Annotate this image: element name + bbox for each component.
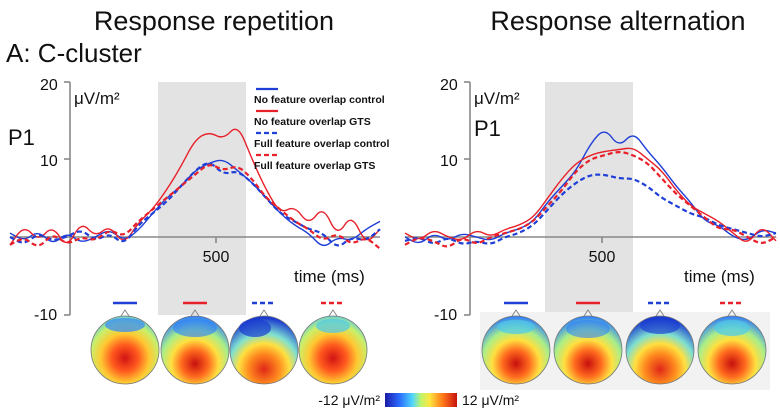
x-axis-label-right: time (ms) — [684, 267, 755, 286]
topomap-no-overlap-control-right — [481, 309, 551, 385]
left-panel: 20 10 -10 μV/m² P1 500 time (ms) No feat… — [8, 77, 389, 385]
series-line-full-feature-overlap-gts-left — [9, 164, 381, 250]
topomap-full-overlap-gts-left — [298, 309, 368, 385]
x-tick-label-500-left: 500 — [203, 249, 230, 266]
topomap-full-overlap-control-left — [229, 309, 299, 385]
y-tick-label-10-left: 10 — [40, 153, 58, 170]
component-label-right: P1 — [474, 116, 501, 141]
chart-title-left: Response repetition — [94, 6, 334, 36]
series-line-full-feature-overlap-control-left — [9, 162, 381, 247]
topomap-full-overlap-control-right — [625, 309, 695, 385]
shaded-interval-left — [158, 82, 246, 315]
series-lines-left — [9, 128, 381, 250]
series-line-full-feature-overlap-gts-right — [404, 151, 777, 248]
shaded-interval-right — [545, 82, 633, 315]
topomap-no-overlap-control-left — [90, 309, 160, 385]
y-tick-label-minus10-left: -10 — [34, 307, 57, 324]
colorbar: -12 μV/m² 12 μV/m² — [318, 392, 519, 408]
component-label-left: P1 — [8, 125, 35, 150]
legend-label-full-overlap-control: Full feature overlap control — [254, 138, 389, 150]
y-unit-right: μV/m² — [474, 89, 520, 108]
legend-label-full-overlap-gts: Full feature overlap GTS — [254, 160, 375, 172]
y-tick-label-minus10-right: -10 — [434, 307, 457, 324]
x-tick-label-500-right: 500 — [589, 249, 616, 266]
legend: No feature overlap control No feature ov… — [254, 87, 389, 172]
topomap-no-overlap-gts-left — [160, 309, 230, 385]
right-panel: 20 10 -10 μV/m² P1 500 time (ms) — [404, 77, 777, 390]
legend-label-no-overlap-control: No feature overlap control — [254, 94, 385, 106]
topomap-full-overlap-gts-right — [697, 309, 767, 385]
series-line-full-feature-overlap-control-right — [404, 173, 777, 245]
y-tick-label-20-left: 20 — [40, 77, 58, 94]
colorbar-min-label: -12 μV/m² — [318, 392, 380, 408]
panel-label: A: C-cluster — [6, 38, 142, 68]
y-unit-left: μV/m² — [74, 89, 120, 108]
legend-label-no-overlap-gts: No feature overlap GTS — [254, 116, 371, 128]
chart-title-right: Response alternation — [490, 6, 745, 36]
series-lines-right — [404, 131, 777, 248]
series-line-no-feature-overlap-gts-left — [9, 128, 381, 246]
series-line-no-feature-overlap-control-right — [404, 131, 777, 244]
topomap-no-overlap-gts-right — [553, 309, 623, 385]
y-tick-label-20-right: 20 — [440, 77, 458, 94]
x-axis-label-left: time (ms) — [294, 267, 365, 286]
colorbar-gradient — [385, 393, 457, 407]
colorbar-max-label: 12 μV/m² — [462, 392, 519, 408]
y-tick-label-10-right: 10 — [440, 153, 458, 170]
